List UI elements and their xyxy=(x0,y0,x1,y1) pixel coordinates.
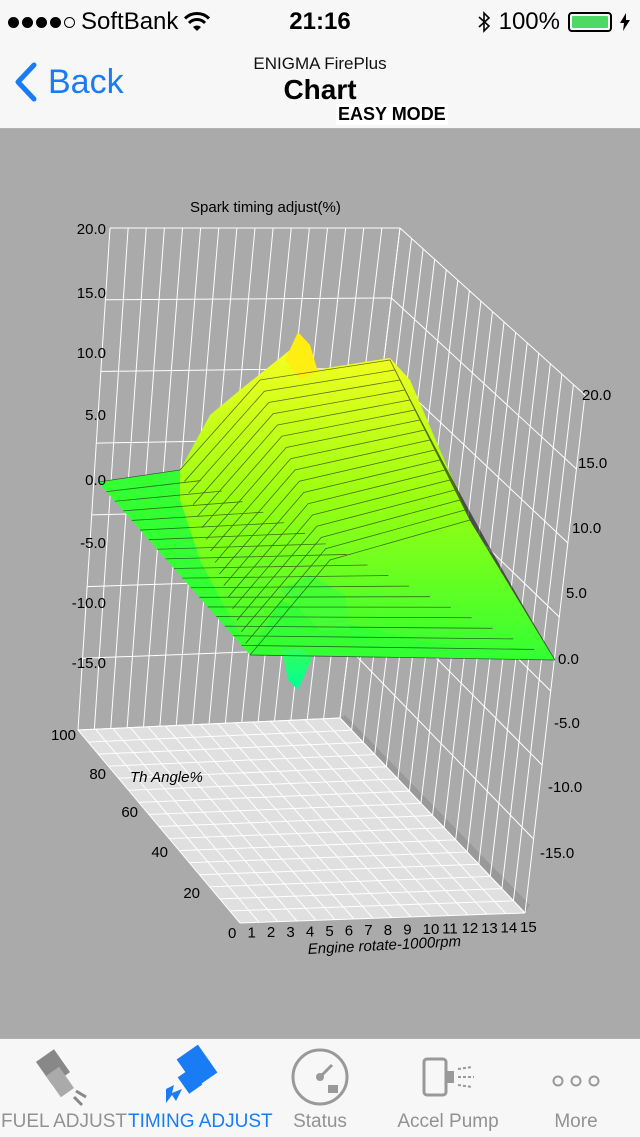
z-tick-label: 5.0 xyxy=(85,407,106,424)
tab-timing-adjust[interactable]: TIMING ADJUST xyxy=(128,1039,256,1137)
gauge-icon xyxy=(288,1045,352,1109)
status-bar: SoftBank 21:16 100% xyxy=(0,0,640,40)
x-tick-label: 2 xyxy=(267,924,275,941)
x-tick-label: 14 xyxy=(501,919,518,936)
navigation-bar: Back ENIGMA FirePlus Chart xyxy=(0,40,640,129)
x-tick-label: 9 xyxy=(403,921,411,938)
z-tick-label: 10.0 xyxy=(572,520,601,537)
z-tick-label: -15.0 xyxy=(540,845,574,862)
x-tick-label: 5 xyxy=(325,923,333,940)
x-tick-label: 7 xyxy=(364,922,372,939)
x-tick-label: 13 xyxy=(481,920,498,937)
fuel-injector-icon xyxy=(32,1045,96,1109)
tab-more[interactable]: More xyxy=(512,1039,640,1137)
z-tick-label: -5.0 xyxy=(554,715,580,732)
tab-label: TIMING ADJUST xyxy=(128,1111,256,1133)
battery-percent: 100% xyxy=(499,8,560,36)
tab-status[interactable]: Status xyxy=(256,1039,384,1137)
x-tick-label: 4 xyxy=(306,923,314,940)
app-subtitle: ENIGMA FirePlus xyxy=(0,54,640,74)
z-tick-label: 15.0 xyxy=(578,455,607,472)
spark-timing-chart: Spark timing adjust(%) Th Angle% Engine … xyxy=(0,129,640,1037)
z-tick-label: 5.0 xyxy=(566,585,587,602)
x-tick-label: 10 xyxy=(423,921,440,938)
x-tick-label: 8 xyxy=(384,922,392,939)
tab-fuel-adjust[interactable]: FUEL ADJUST xyxy=(0,1039,128,1137)
accel-pump-icon xyxy=(416,1045,480,1109)
chart-title: Spark timing adjust(%) xyxy=(190,199,341,216)
x-tick-label: 6 xyxy=(345,923,353,940)
x-tick-label: 1 xyxy=(247,925,255,942)
tab-label: More xyxy=(512,1111,640,1133)
battery-icon xyxy=(568,12,612,32)
z-tick-label: 0.0 xyxy=(85,472,106,489)
charging-icon xyxy=(620,13,630,31)
y-tick-label: 80 xyxy=(89,766,106,783)
surface-dip xyxy=(282,648,312,690)
y-tick-label: 40 xyxy=(151,844,168,861)
x-tick-label: 0 xyxy=(228,925,236,942)
spark-plug-icon xyxy=(160,1045,224,1109)
y-axis-label: Th Angle% xyxy=(130,769,203,786)
more-dots-icon xyxy=(544,1045,608,1109)
tab-label: FUEL ADJUST xyxy=(0,1111,128,1133)
page-title: Chart xyxy=(0,74,640,106)
tab-label: Status xyxy=(256,1111,384,1133)
z-tick-label: 20.0 xyxy=(582,387,611,404)
x-tick-label: 12 xyxy=(462,920,479,937)
bluetooth-icon xyxy=(477,11,491,33)
z-tick-label: 0.0 xyxy=(558,651,579,668)
z-tick-label: -10.0 xyxy=(548,779,582,796)
tab-label: Accel Pump xyxy=(384,1111,512,1133)
x-tick-label: 15 xyxy=(520,919,537,936)
x-tick-label: 11 xyxy=(442,921,458,938)
battery-area: 100% xyxy=(477,8,630,36)
z-tick-label: 20.0 xyxy=(77,221,106,238)
tab-accel-pump[interactable]: Accel Pump xyxy=(384,1039,512,1137)
y-tick-label: 60 xyxy=(121,804,138,821)
y-tick-label: 100 xyxy=(51,727,76,744)
tab-bar: FUEL ADJUST TIMING ADJUST Status Accel P… xyxy=(0,1038,640,1137)
x-tick-label: 3 xyxy=(286,924,294,941)
z-axis-left-ticks: 20.0 15.0 10.0 5.0 0.0 -5.0 -10.0 -15.0 xyxy=(72,221,106,672)
z-tick-label: -5.0 xyxy=(80,535,106,552)
mode-label: EASY MODE xyxy=(336,104,448,125)
surface-ridge-left xyxy=(180,335,555,660)
z-axis-right-ticks: 20.0 15.0 10.0 5.0 0.0 -5.0 -10.0 -15.0 xyxy=(540,387,611,862)
z-tick-label: 10.0 xyxy=(77,345,106,362)
y-tick-label: 20 xyxy=(183,885,200,902)
z-tick-label: -15.0 xyxy=(72,655,106,672)
z-tick-label: -10.0 xyxy=(72,595,106,612)
z-tick-label: 15.0 xyxy=(77,285,106,302)
